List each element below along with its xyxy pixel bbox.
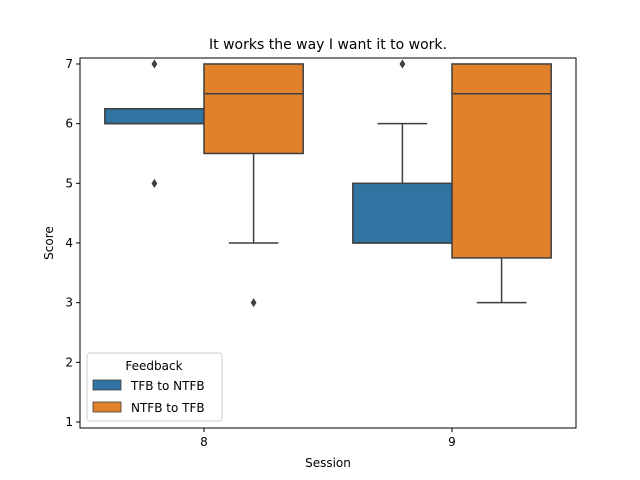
outlier-marker: [151, 178, 158, 188]
legend-swatch-ntfb-to-tfb: [92, 401, 122, 413]
y-tick-label: 5: [65, 176, 73, 190]
legend: Feedback TFB to NTFB NTFB to TFB: [86, 352, 223, 422]
x-axis-label: Session: [305, 456, 351, 470]
box-ntfb-to-tfb-session-9: [451, 63, 552, 304]
y-axis-label: Score: [42, 226, 56, 260]
box-iqr: [104, 107, 205, 125]
box-tfb-to-ntfb-session-9: [352, 59, 453, 244]
legend-label-tfb-to-ntfb: TFB to NTFB: [130, 379, 205, 393]
y-tick-label: 3: [65, 296, 73, 310]
box-iqr: [203, 63, 304, 155]
y-tick-label: 2: [65, 355, 73, 369]
outlier-marker: [250, 298, 257, 308]
y-tick-label: 7: [65, 57, 73, 71]
legend-label-ntfb-to-tfb: NTFB to TFB: [131, 401, 205, 415]
outlier-marker: [399, 59, 406, 69]
y-tick-label: 6: [65, 117, 73, 131]
legend-title: Feedback: [125, 359, 182, 373]
box-iqr: [352, 182, 453, 244]
box-tfb-to-ntfb-session-8: [104, 59, 205, 188]
box-iqr: [451, 63, 552, 259]
y-tick-label: 1: [65, 415, 73, 429]
y-tick-label: 4: [65, 236, 73, 250]
box-ntfb-to-tfb-session-8: [203, 63, 304, 308]
plot-area: [104, 59, 552, 308]
legend-swatch-tfb-to-ntfb: [92, 379, 122, 391]
y-axis: 1 2 3 4 5 6 7: [65, 57, 80, 429]
chart-title: It works the way I want it to work.: [209, 37, 447, 53]
x-tick-label: 8: [200, 435, 208, 449]
x-tick-label: 9: [448, 435, 456, 449]
outlier-marker: [151, 59, 158, 69]
